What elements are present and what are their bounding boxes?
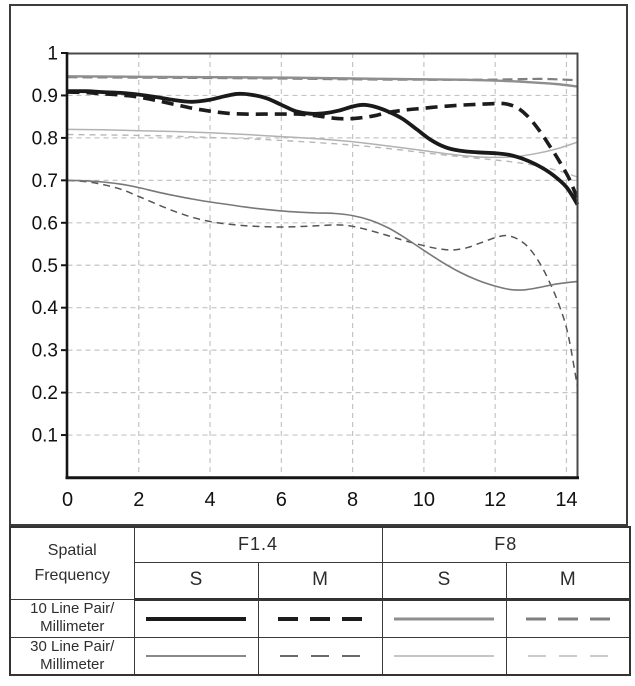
legend-table: Spatial Frequency F1.4 F8 S M S M 10 Lin… [9, 526, 632, 676]
legend-sample-f1-4-m-10lp [257, 598, 383, 638]
row-label-10lp-line1: 10 Line Pair/ [30, 600, 115, 617]
x-tick-label: 6 [276, 489, 287, 511]
y-tick-label: 0.4 [32, 298, 59, 319]
row-label-10lp: 10 Line Pair/ Millimeter [9, 598, 135, 638]
aperture-header-f1-4: F1.4 [133, 526, 383, 563]
x-tick-label: 10 [413, 489, 435, 511]
mtf-plot: 1 0.9 0.8 0.7 0.6 0.5 0.4 0.3 0.2 0.1 0 2 4 6 8 10 12 14 [32, 44, 580, 511]
legend-line-f8-30-m [527, 654, 608, 657]
row-label-10lp-line2: Millimeter [40, 618, 105, 635]
legend-line-f14-30-m [280, 654, 360, 657]
y-tick-label: 1 [47, 44, 58, 65]
y-tick-label: 0.3 [32, 341, 58, 362]
aperture-header-f8: F8 [381, 526, 631, 563]
legend-sample-f1-4-s-30lp [133, 636, 259, 675]
legend-sample-f8-s-10lp [381, 598, 507, 638]
x-tick-label: 12 [484, 489, 506, 511]
x-tick-label: 8 [347, 489, 358, 511]
row-label-30lp-line2: Millimeter [40, 655, 105, 673]
legend-line-f8-10-m [525, 617, 610, 620]
legend-line-f8-10-s [394, 617, 494, 620]
spatial-frequency-header: Spatial Frequency [9, 526, 135, 600]
y-tick-label: 0.5 [32, 256, 58, 277]
row-label-30lp: 30 Line Pair/ Millimeter [9, 636, 135, 675]
y-tick-label: 0.6 [32, 213, 58, 234]
legend-sample-f1-4-s-10lp [133, 598, 259, 638]
y-tick-label: 0.1 [32, 426, 58, 447]
legend-line-f14-10-m [278, 616, 362, 621]
subheader-f1-4-meridional: M [257, 561, 383, 601]
legend-row-30lp: 30 Line Pair/ Millimeter [9, 636, 631, 675]
legend-sample-f1-4-m-30lp [257, 636, 383, 675]
curve-f14-10-s [67, 89, 580, 206]
curve-f14-30-m [67, 179, 579, 388]
legend-sample-f8-s-30lp [381, 636, 507, 675]
spatial-frequency-line2: Frequency [34, 567, 111, 585]
subheader-f1-4-sagittal: S [133, 561, 259, 601]
legend-row-10lp: 10 Line Pair/ Millimeter [9, 598, 631, 638]
curve-f14-10-m [67, 90, 580, 201]
subheader-f8-sagittal: S [381, 561, 507, 601]
y-tick-label: 0.8 [32, 128, 58, 149]
legend-sample-f8-m-30lp [505, 636, 631, 675]
curve-f8-10-s [67, 75, 578, 88]
x-tick-label: 2 [133, 489, 144, 511]
subheader-f8-meridional: M [505, 561, 631, 601]
legend-sample-f8-m-10lp [505, 598, 631, 638]
x-tick-label: 4 [204, 489, 215, 511]
row-label-30lp-line1: 30 Line Pair/ [30, 637, 115, 655]
legend-line-f14-30-s [146, 654, 246, 657]
y-tick-label: 0.7 [32, 171, 58, 192]
legend-line-f8-30-s [394, 654, 494, 657]
x-tick-label: 14 [555, 489, 577, 511]
legend-line-f14-10-s [146, 616, 246, 621]
y-tick-label: 0.2 [32, 383, 58, 404]
curve-f14-30-s [67, 179, 578, 291]
curve-f8-30-m [67, 133, 578, 178]
spatial-frequency-line1: Spatial [47, 542, 97, 560]
x-tick-label: 0 [62, 489, 73, 511]
y-tick-label: 0.9 [32, 86, 58, 107]
